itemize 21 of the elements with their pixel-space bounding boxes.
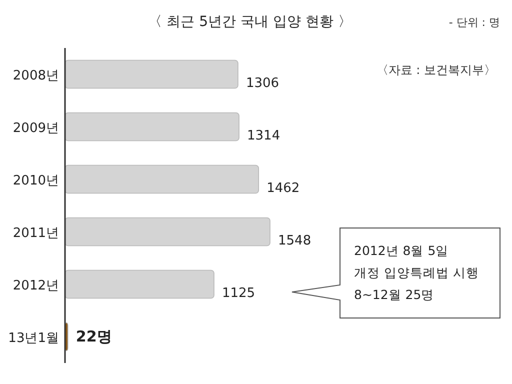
data-label: 1306 <box>246 76 280 91</box>
text: 2012년 8월 5일 개정 입양특례법 시행 8~12월 25명 <box>354 243 479 302</box>
data-label: 1462 <box>266 180 300 196</box>
bar <box>64 164 260 194</box>
y-tick-label: 2010년 <box>12 173 59 188</box>
data-label: 1314 <box>247 128 280 144</box>
y-tick-label: 2011년 <box>12 226 59 241</box>
y-tick-label: 13년1월 <box>8 330 59 346</box>
data-label: 1548 <box>278 233 312 248</box>
bar <box>64 270 214 299</box>
text: - 단위 : 명 <box>448 16 500 29</box>
bar <box>64 112 240 142</box>
bar <box>64 60 238 89</box>
data-label: 1125 <box>222 286 256 301</box>
y-tick-label: 2012년 <box>12 278 59 294</box>
bar <box>64 217 270 246</box>
text: 〈자료 : 보건복지부〉 <box>376 63 496 77</box>
chart-title: 〈 최근 5년간 국내 입양 현황 〉 <box>148 14 352 30</box>
y-tick-label: 2008년 <box>12 68 59 84</box>
y-tick-label: 2009년 <box>12 120 59 136</box>
data-label: 22명 <box>76 328 112 346</box>
